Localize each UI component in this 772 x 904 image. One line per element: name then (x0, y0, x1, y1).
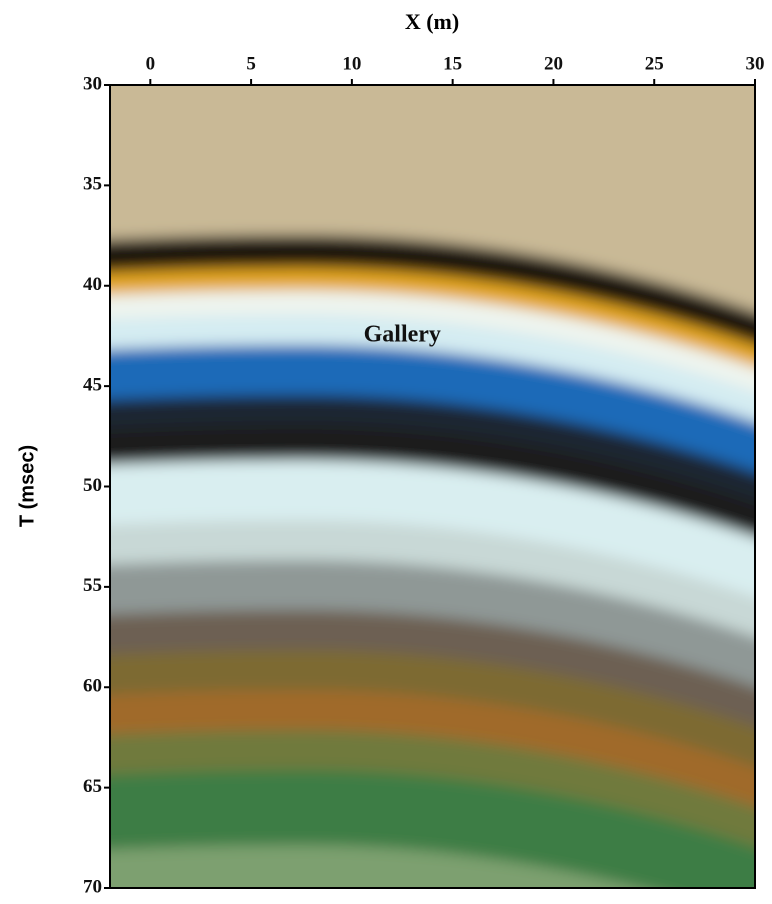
y-tick-label: 40 (83, 274, 102, 295)
y-axis-label: T (msec) (16, 445, 38, 527)
chart: X (m) T (msec) 0 5 10 15 20 25 30 30 35 40 45 50 55 6… (0, 0, 772, 904)
radargram (80, 0, 772, 904)
y-tick-label: 60 (83, 676, 102, 697)
y-tick-label: 50 (83, 475, 102, 496)
y-tick-label: 30 (83, 73, 102, 94)
y-tick-label: 35 (83, 174, 102, 195)
x-tick-label: 5 (246, 53, 256, 74)
y-tick-label: 55 (83, 575, 102, 596)
y-tick-label: 45 (83, 374, 102, 395)
y-tick-label: 70 (83, 876, 102, 897)
x-tick-label: 0 (146, 53, 156, 74)
x-axis-label: X (m) (405, 9, 459, 34)
x-tick-label: 25 (645, 53, 664, 74)
x-tick-label: 15 (443, 53, 462, 74)
x-tick-label: 10 (342, 53, 361, 74)
x-tick-label: 30 (746, 53, 765, 74)
annotation: Gallery (364, 321, 441, 347)
y-tick-label: 65 (83, 776, 102, 797)
x-tick-label: 20 (544, 53, 563, 74)
